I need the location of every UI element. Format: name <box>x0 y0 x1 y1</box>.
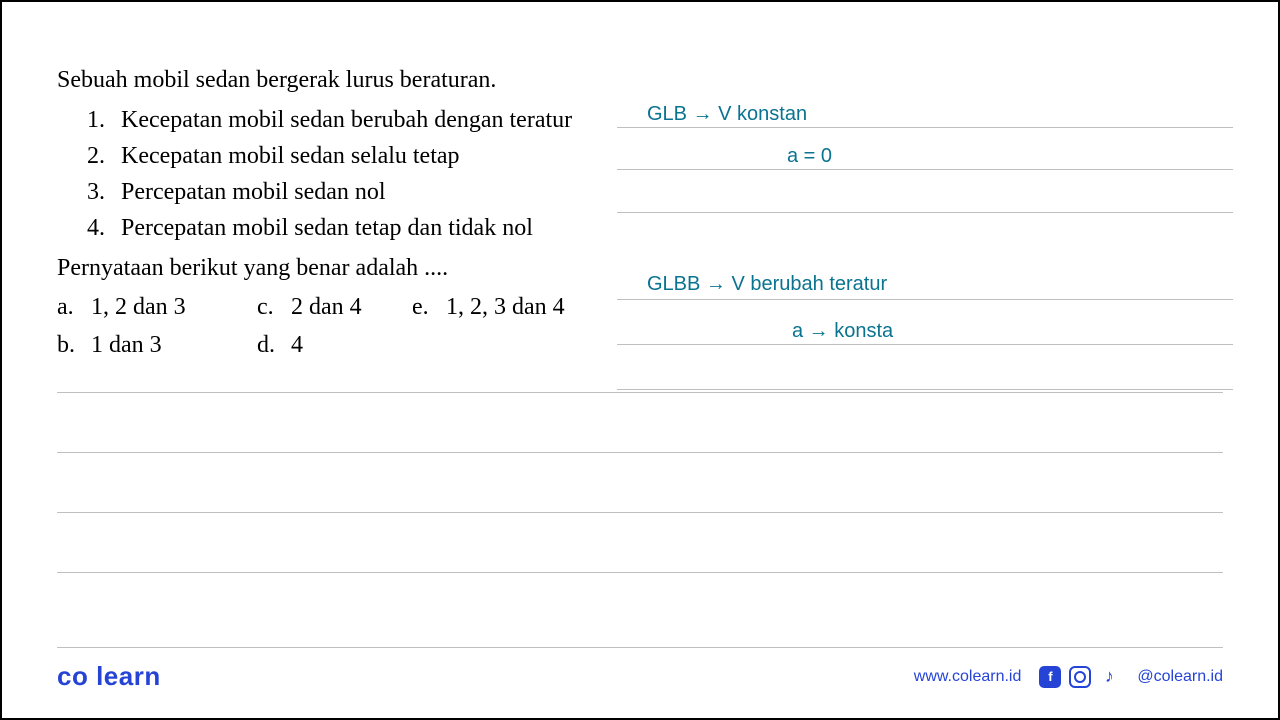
logo-part1: co <box>57 661 88 691</box>
option-b: b. 1 dan 3 <box>57 326 257 364</box>
rule-line <box>617 344 1233 345</box>
option-text: 1, 2, 3 dan 4 <box>446 288 565 326</box>
option-row: a. 1, 2 dan 3 c. 2 dan 4 e. 1, 2, 3 dan … <box>57 288 597 326</box>
rule-line <box>57 512 1223 513</box>
question-prompt: Pernyataan berikut yang benar adalah ...… <box>57 250 597 286</box>
option-text: 4 <box>291 326 303 364</box>
rule-line <box>57 572 1223 573</box>
item-number: 3. <box>87 174 121 210</box>
option-row: b. 1 dan 3 d. 4 <box>57 326 597 364</box>
statement-item: 3. Percepatan mobil sedan nol <box>87 174 597 210</box>
option-letter: e. <box>412 288 446 326</box>
option-e: e. 1, 2, 3 dan 4 <box>412 288 597 326</box>
social-icons: f ♪ <box>1039 666 1119 688</box>
option-d: d. 4 <box>257 326 412 364</box>
statement-list: 1. Kecepatan mobil sedan berubah dengan … <box>87 102 597 246</box>
option-text: 2 dan 4 <box>291 288 362 326</box>
option-letter: c. <box>257 288 291 326</box>
option-text: 1, 2 dan 3 <box>91 288 186 326</box>
item-number: 1. <box>87 102 121 138</box>
handwriting-line-2: a = 0 <box>787 142 832 170</box>
answer-options: a. 1, 2 dan 3 c. 2 dan 4 e. 1, 2, 3 dan … <box>57 288 597 365</box>
footer-divider <box>57 647 1223 648</box>
option-letter: d. <box>257 326 291 364</box>
problem-section: Sebuah mobil sedan bergerak lurus beratu… <box>57 62 617 718</box>
item-number: 2. <box>87 138 121 174</box>
item-text: Percepatan mobil sedan nol <box>121 174 386 210</box>
option-text: 1 dan 3 <box>91 326 162 364</box>
handwriting-line-3: GLBB → V berubah teratur <box>647 270 887 298</box>
rule-line <box>617 169 1233 170</box>
rule-line <box>57 392 1223 393</box>
rule-line <box>617 212 1233 213</box>
rule-line <box>617 389 1233 390</box>
statement-item: 4. Percepatan mobil sedan tetap dan tida… <box>87 210 597 246</box>
tiktok-icon: ♪ <box>1099 667 1119 687</box>
item-text: Kecepatan mobil sedan berubah dengan ter… <box>121 102 572 138</box>
item-text: Kecepatan mobil sedan selalu tetap <box>121 138 460 174</box>
option-letter: a. <box>57 288 91 326</box>
footer-right: www.colearn.id f ♪ @colearn.id <box>914 666 1223 688</box>
rule-line <box>617 299 1233 300</box>
main-container: Sebuah mobil sedan bergerak lurus beratu… <box>2 2 1278 718</box>
instagram-icon <box>1069 666 1091 688</box>
facebook-icon: f <box>1039 666 1061 688</box>
handwriting-line-4: a → konsta <box>792 317 893 345</box>
statement-item: 2. Kecepatan mobil sedan selalu tetap <box>87 138 597 174</box>
option-c: c. 2 dan 4 <box>257 288 412 326</box>
rule-line <box>57 452 1223 453</box>
item-number: 4. <box>87 210 121 246</box>
handwriting-section: GLB → V konstan a = 0 GLBB → V berubah t… <box>617 62 1223 718</box>
statement-item: 1. Kecepatan mobil sedan berubah dengan … <box>87 102 597 138</box>
brand-logo: co learn <box>57 661 161 692</box>
option-letter: b. <box>57 326 91 364</box>
item-text: Percepatan mobil sedan tetap dan tidak n… <box>121 210 533 246</box>
problem-intro: Sebuah mobil sedan bergerak lurus beratu… <box>57 62 597 98</box>
footer: co learn www.colearn.id f ♪ @colearn.id <box>57 661 1223 692</box>
website-url: www.colearn.id <box>914 668 1022 686</box>
option-a: a. 1, 2 dan 3 <box>57 288 257 326</box>
handwriting-line-1: GLB → V konstan <box>647 100 807 128</box>
logo-part2: learn <box>96 661 161 691</box>
social-handle: @colearn.id <box>1137 668 1223 686</box>
